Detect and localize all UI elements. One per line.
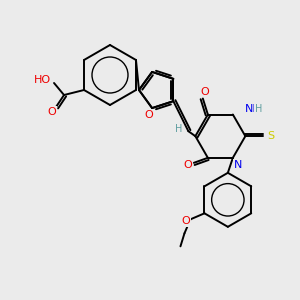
Text: H: H [175,124,182,134]
Text: O: O [200,86,209,97]
Text: NH: NH [245,103,262,113]
Text: S: S [267,131,274,141]
Text: N: N [234,160,242,170]
Text: O: O [184,160,192,170]
Text: HO: HO [34,75,51,85]
Text: H: H [255,103,262,113]
Text: O: O [48,107,56,117]
Text: O: O [181,216,190,226]
Text: O: O [145,110,154,120]
